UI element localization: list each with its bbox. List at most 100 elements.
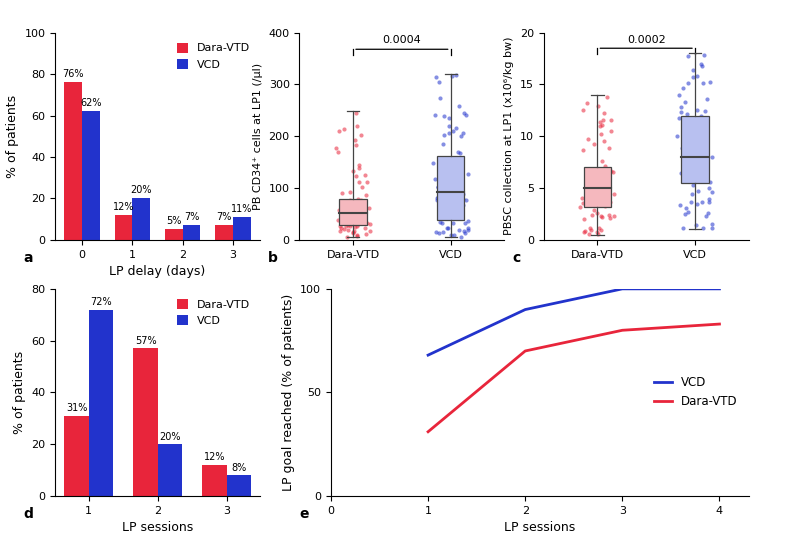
Point — [344, 213, 357, 222]
Point — [579, 227, 592, 235]
Point — [446, 195, 459, 203]
Point — [689, 137, 701, 146]
Bar — [132, 198, 150, 240]
Point — [447, 164, 459, 173]
Point — [690, 135, 702, 143]
Point — [690, 117, 703, 126]
Point — [361, 219, 374, 227]
Point — [675, 169, 687, 178]
Point — [677, 84, 690, 93]
Point — [597, 116, 610, 124]
Point — [355, 216, 368, 225]
Point — [675, 143, 688, 152]
Point — [434, 94, 447, 103]
Point — [597, 136, 610, 145]
Point — [701, 94, 713, 103]
Point — [586, 170, 599, 179]
Point — [459, 229, 471, 238]
Point — [347, 196, 359, 205]
Point — [349, 136, 362, 144]
Point — [590, 227, 603, 236]
Point — [692, 167, 704, 176]
Bar — [437, 156, 464, 220]
Text: 20%: 20% — [159, 432, 180, 441]
Point — [685, 121, 697, 130]
Point — [705, 219, 718, 228]
Point — [336, 213, 348, 222]
Point — [694, 153, 707, 162]
Point — [356, 183, 369, 191]
Point — [599, 199, 611, 208]
Point — [677, 223, 690, 232]
X-axis label: LP sessions: LP sessions — [122, 521, 193, 534]
Point — [439, 209, 452, 217]
Point — [701, 131, 713, 140]
Point — [462, 170, 474, 179]
Point — [443, 128, 455, 137]
Point — [584, 223, 597, 232]
Point — [364, 220, 377, 228]
Text: 7%: 7% — [184, 212, 199, 222]
Point — [683, 172, 696, 180]
Point — [459, 219, 471, 228]
Point — [437, 140, 449, 148]
Bar — [584, 167, 611, 207]
Text: 0.0002: 0.0002 — [626, 35, 666, 45]
Point — [333, 221, 346, 230]
Point — [333, 147, 345, 156]
Point — [442, 224, 455, 233]
Point — [440, 189, 453, 197]
Point — [681, 110, 693, 118]
Point — [348, 166, 360, 175]
Point — [342, 216, 355, 225]
Point — [448, 166, 460, 175]
Bar — [65, 416, 88, 496]
Point — [355, 209, 367, 218]
Point — [589, 169, 601, 178]
Point — [600, 93, 613, 101]
Bar — [183, 225, 200, 240]
Point — [698, 106, 711, 115]
Point — [333, 227, 346, 235]
Point — [359, 230, 372, 239]
Point — [675, 108, 687, 117]
Point — [351, 211, 363, 220]
Point — [454, 180, 466, 189]
Point — [359, 171, 371, 179]
Point — [687, 72, 700, 81]
Point — [593, 191, 606, 199]
Point — [344, 219, 357, 228]
Point — [344, 199, 357, 208]
Point — [690, 131, 703, 140]
Point — [355, 130, 367, 139]
Point — [351, 231, 363, 239]
Point — [696, 62, 708, 70]
Point — [336, 189, 348, 197]
Point — [354, 211, 366, 220]
Point — [341, 226, 354, 234]
Point — [683, 144, 696, 153]
Point — [594, 122, 607, 130]
Point — [594, 129, 607, 138]
Point — [696, 197, 708, 206]
Point — [448, 231, 460, 239]
Point — [685, 197, 697, 206]
Point — [453, 149, 466, 158]
Point — [348, 222, 361, 231]
Point — [589, 167, 601, 175]
Point — [696, 167, 708, 175]
Point — [580, 98, 593, 107]
Point — [682, 208, 694, 216]
Text: c: c — [512, 251, 520, 265]
Point — [360, 178, 373, 186]
Point — [439, 205, 452, 214]
Point — [353, 161, 366, 169]
Point — [344, 222, 356, 231]
Point — [450, 123, 463, 132]
Point — [429, 175, 441, 184]
Point — [705, 223, 718, 232]
Point — [592, 101, 604, 110]
Point — [436, 219, 448, 228]
Text: 72%: 72% — [90, 297, 111, 307]
Point — [577, 198, 589, 207]
